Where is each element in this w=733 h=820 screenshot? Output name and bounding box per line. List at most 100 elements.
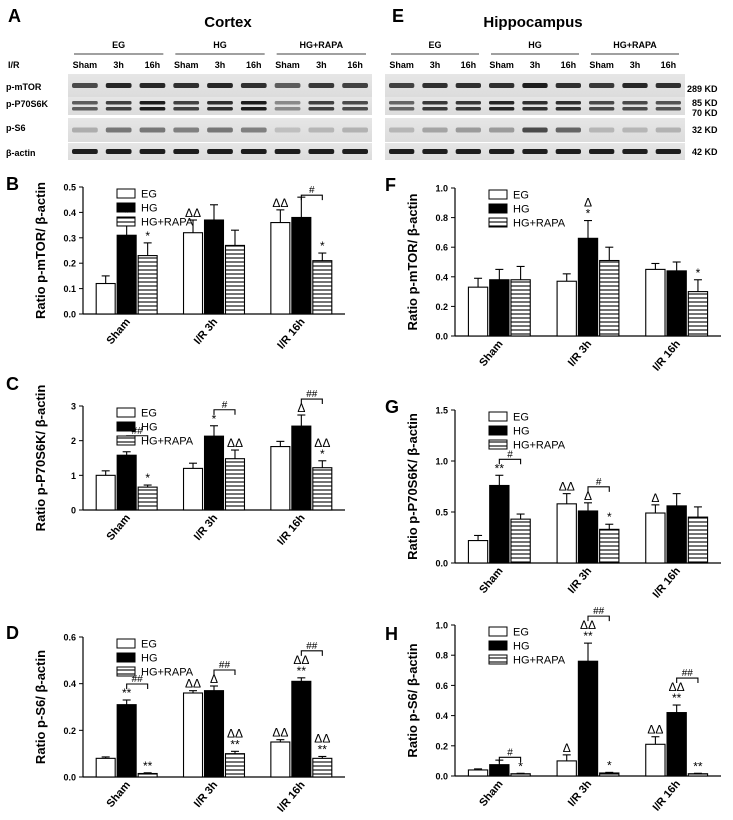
legend-swatch	[488, 203, 508, 214]
comparison-bracket	[300, 194, 323, 201]
bar-eg	[182, 467, 204, 511]
blot-band	[489, 107, 515, 111]
blot-band	[522, 83, 548, 88]
significance-mark: ΔΔ	[314, 436, 330, 450]
blot-band	[389, 149, 415, 154]
chart-legend: EG HG HG+RAPA	[116, 638, 194, 679]
significance-mark: Δ	[584, 489, 592, 503]
cortex-group-label: EG	[112, 40, 125, 50]
y-tick-label: 2	[71, 436, 76, 446]
blot-band	[240, 127, 267, 133]
legend-label: HG+RAPA	[141, 436, 194, 448]
significance-mark: ΔΔ	[647, 723, 663, 737]
bar-hg-rapa	[687, 516, 709, 564]
legend-swatch	[116, 202, 136, 213]
bar-hg-rapa	[599, 259, 620, 337]
band-label-p-mtor: p-mTOR	[6, 82, 42, 92]
significance-mark: *	[586, 207, 591, 221]
bar-eg	[645, 512, 666, 564]
blot-band	[455, 101, 481, 105]
blot-band	[342, 83, 368, 88]
legend-swatch	[116, 188, 136, 199]
bar-eg	[95, 282, 116, 315]
blot-band	[589, 83, 615, 88]
significance-mark: **	[122, 686, 132, 700]
blot-band	[555, 107, 581, 111]
chart-legend: EG HG HG+RAPA	[116, 407, 194, 448]
bar-hg-rapa	[312, 757, 333, 778]
bar-hg-rapa	[137, 255, 158, 315]
panel-letter-a: A	[8, 6, 21, 26]
bar-eg	[645, 268, 666, 337]
comparison-bracket	[498, 458, 522, 465]
legend-swatch	[488, 411, 508, 422]
bar-eg	[467, 769, 489, 777]
blot-band	[207, 149, 233, 154]
category-label: I/R 3h	[192, 512, 221, 543]
blot-band	[105, 83, 132, 88]
category-label: I/R 3h	[192, 779, 221, 810]
blot-band	[308, 83, 335, 88]
blot-band	[139, 107, 166, 111]
y-tick-label: 0.1	[63, 284, 76, 294]
cortex-title: Cortex	[204, 14, 252, 31]
blot-band	[455, 149, 481, 154]
y-tick-label: 1	[71, 471, 76, 481]
y-tick-label: 0.6	[435, 243, 448, 253]
hippocampus-lane-label: Sham	[589, 60, 614, 70]
blot-band	[389, 127, 415, 133]
bar-eg	[182, 692, 204, 778]
blot-band	[422, 127, 448, 133]
blot-band	[489, 101, 515, 105]
category-label: Sham	[105, 779, 134, 810]
blot-band	[240, 107, 267, 111]
blot-band	[422, 107, 448, 111]
comparison-bracket	[213, 669, 236, 675]
hippocampus-blot-image	[385, 74, 685, 160]
y-tick-label: 0.5	[435, 508, 448, 518]
significance-mark: *	[607, 758, 612, 772]
blot-band	[207, 101, 233, 105]
blot-band	[240, 101, 267, 105]
bar-hg-rapa	[224, 244, 246, 315]
significance-mark: ΔΔ	[580, 618, 596, 632]
panel-letter-f: F	[385, 175, 396, 195]
bar-hg	[116, 234, 137, 315]
comparison-mark: ##	[306, 389, 318, 400]
legend-label: EG	[513, 190, 529, 202]
y-tick-label: 0.2	[435, 741, 448, 751]
y-tick-label: 0	[71, 506, 76, 516]
blot-band	[342, 127, 368, 133]
bar-eg	[182, 232, 204, 315]
kd-marker-289: 289 KD	[687, 84, 718, 94]
band-label-p-s6: p-S6	[6, 123, 26, 133]
significance-mark: ΔΔ	[559, 480, 575, 494]
significance-mark: Δ	[210, 672, 218, 686]
legend-label: EG	[513, 627, 529, 639]
chart-panel-f: F 0.0 0.2 0.4 0.6 0.8 1.0 Ratio p-mTOR/ β-actin…	[385, 175, 721, 374]
significance-mark: *	[145, 471, 150, 485]
significance-mark: *	[124, 206, 129, 220]
blot-band	[489, 149, 515, 154]
panel-letter-c: C	[6, 374, 19, 394]
panel-letter-b: B	[6, 174, 19, 194]
comparison-mark: ##	[593, 606, 605, 617]
blot-band	[139, 149, 166, 154]
blot-band	[173, 101, 200, 105]
bar-hg	[666, 712, 687, 777]
legend-label: EG	[141, 189, 157, 201]
blot-band	[308, 127, 335, 133]
chart-legend: EG HG HG+RAPA	[488, 189, 566, 230]
bar-charts: B 0.0 0.1 0.2 0.3 0.4 0.5 Ratio p-mTOR/ β-actin…	[6, 174, 721, 815]
blot-band	[522, 107, 548, 111]
bar-hg	[577, 510, 599, 564]
comparison-mark: #	[596, 477, 602, 488]
category-label: I/R 3h	[566, 565, 595, 596]
blot-band	[589, 127, 615, 133]
bar-hg	[489, 484, 510, 564]
hippocampus-group-label: HG+RAPA	[613, 40, 657, 50]
bar-eg	[645, 743, 666, 777]
bar-hg-rapa	[687, 773, 709, 777]
bar-hg-rapa	[224, 458, 246, 511]
blot-band	[522, 149, 548, 154]
